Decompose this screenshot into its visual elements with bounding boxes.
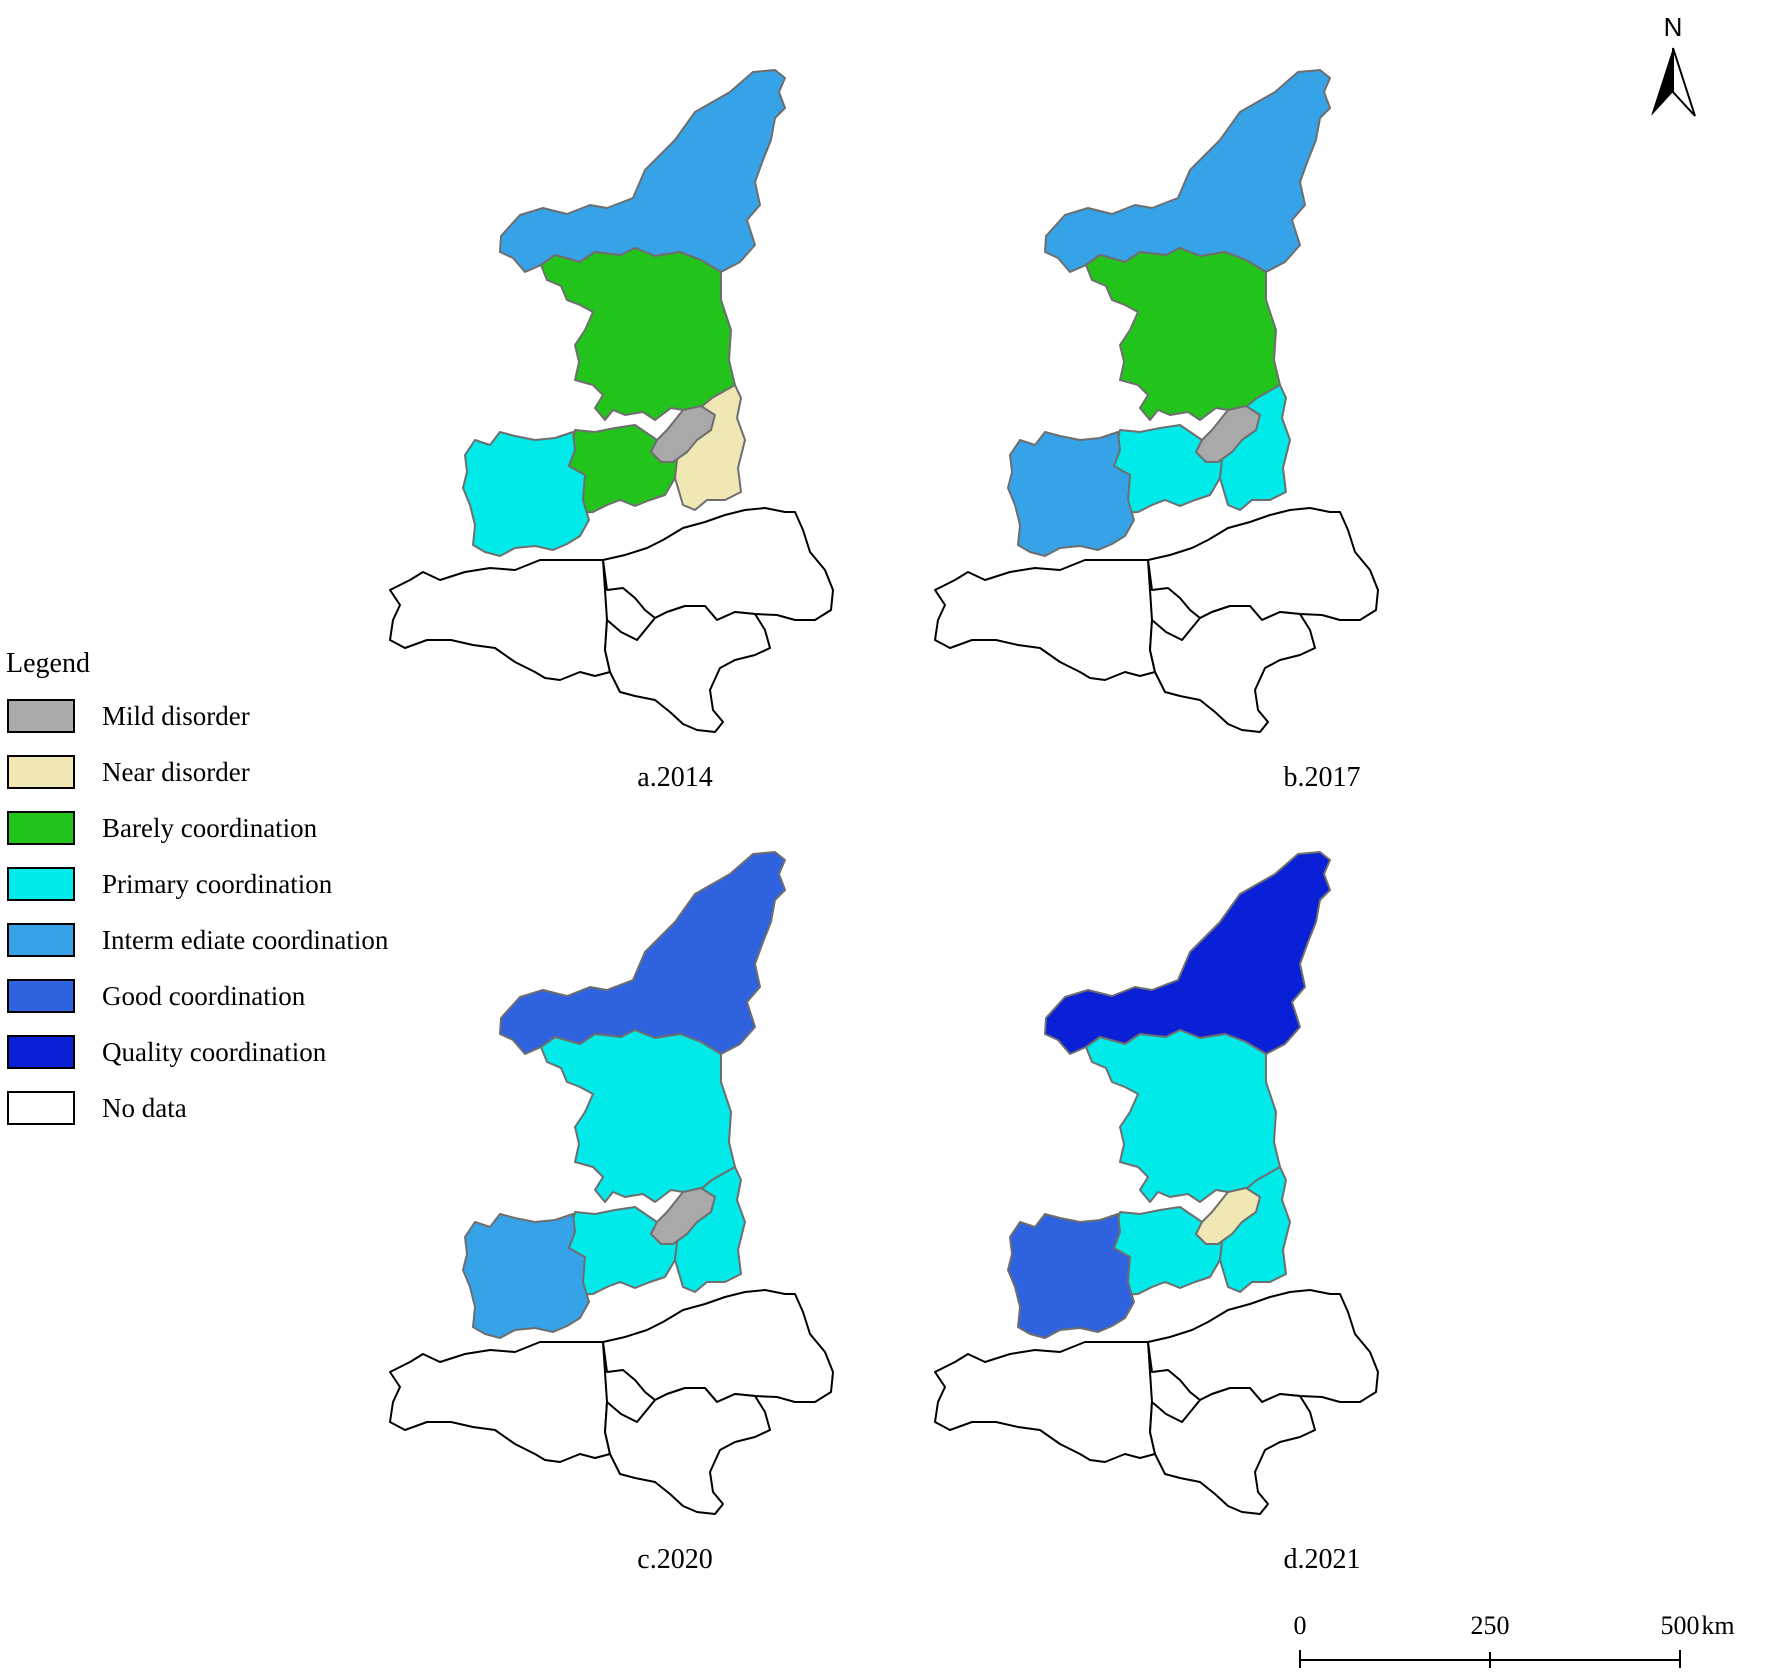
legend-label: Quality coordination [102,1037,327,1067]
region-north [1044,851,1331,1055]
region-south-b [1147,1289,1379,1403]
region-south-a [934,559,1156,681]
legend-item: Good coordination [7,979,306,1013]
legend-label: Barely coordination [102,813,318,843]
map-panel-2017 [934,69,1379,733]
map-panel-2020 [389,851,834,1515]
legend-item: Mild disorder [7,699,250,733]
legend-item: Quality coordination [7,1035,327,1069]
legend-label: No data [102,1093,187,1123]
region-central [1085,1029,1281,1203]
region-southwest [462,431,590,557]
legend-swatch [7,867,75,901]
map-panel-2014 [389,69,834,733]
map-panel-2021 [934,851,1379,1515]
scale-bar: 0 250 500 km [1294,1611,1735,1668]
region-capital [1195,405,1261,463]
legend-title: Legend [6,648,90,679]
legend-item: Near disorder [7,755,250,789]
map-caption-2021: d.2021 [1284,1544,1361,1575]
region-south-b [1147,507,1379,621]
legend-swatch [7,699,75,733]
legend-swatch [7,923,75,957]
region-capital [650,1187,716,1245]
region-south-c [604,1387,771,1515]
scale-unit: km [1701,1611,1734,1640]
legend-label: Interm ediate coordination [102,925,389,955]
map-caption-2017: b.2017 [1284,762,1361,793]
region-south-b [602,507,834,621]
scale-tick-0: 0 [1294,1611,1307,1640]
region-southwest [1007,431,1135,557]
legend-item: No data [7,1091,187,1125]
north-arrow-icon: N [1651,12,1696,117]
legend-label: Good coordination [102,981,306,1011]
legend-item: Barely coordination [7,811,318,845]
map-caption-2020: c.2020 [637,1544,712,1575]
legend-item: Interm ediate coordination [7,923,389,957]
legend-label: Near disorder [102,757,250,787]
legend-label: Primary coordination [102,869,333,899]
scale-tick-500: 500 [1661,1611,1700,1640]
region-north [499,69,786,273]
legend-swatch [7,1035,75,1069]
region-southwest [1007,1213,1135,1339]
region-south-b [602,1289,834,1403]
scale-tick-250: 250 [1471,1611,1510,1640]
legend: Legend Mild disorder Near disorder Barely … [6,648,389,1125]
region-central [540,247,736,421]
region-central [1085,247,1281,421]
map-caption-2014: a.2014 [637,762,712,793]
region-central [540,1029,736,1203]
region-north [499,851,786,1055]
region-southwest [462,1213,590,1339]
region-south-a [934,1341,1156,1463]
legend-swatch [7,1091,75,1125]
legend-label: Mild disorder [102,701,250,731]
legend-swatch [7,979,75,1013]
legend-swatch [7,755,75,789]
region-north [1044,69,1331,273]
region-capital [650,405,716,463]
region-south-c [604,605,771,733]
region-south-a [389,1341,611,1463]
region-south-c [1149,1387,1316,1515]
region-capital [1195,1187,1261,1245]
region-south-a [389,559,611,681]
legend-item: Primary coordination [7,867,333,901]
north-label: N [1664,12,1683,42]
region-south-c [1149,605,1316,733]
legend-swatch [7,811,75,845]
